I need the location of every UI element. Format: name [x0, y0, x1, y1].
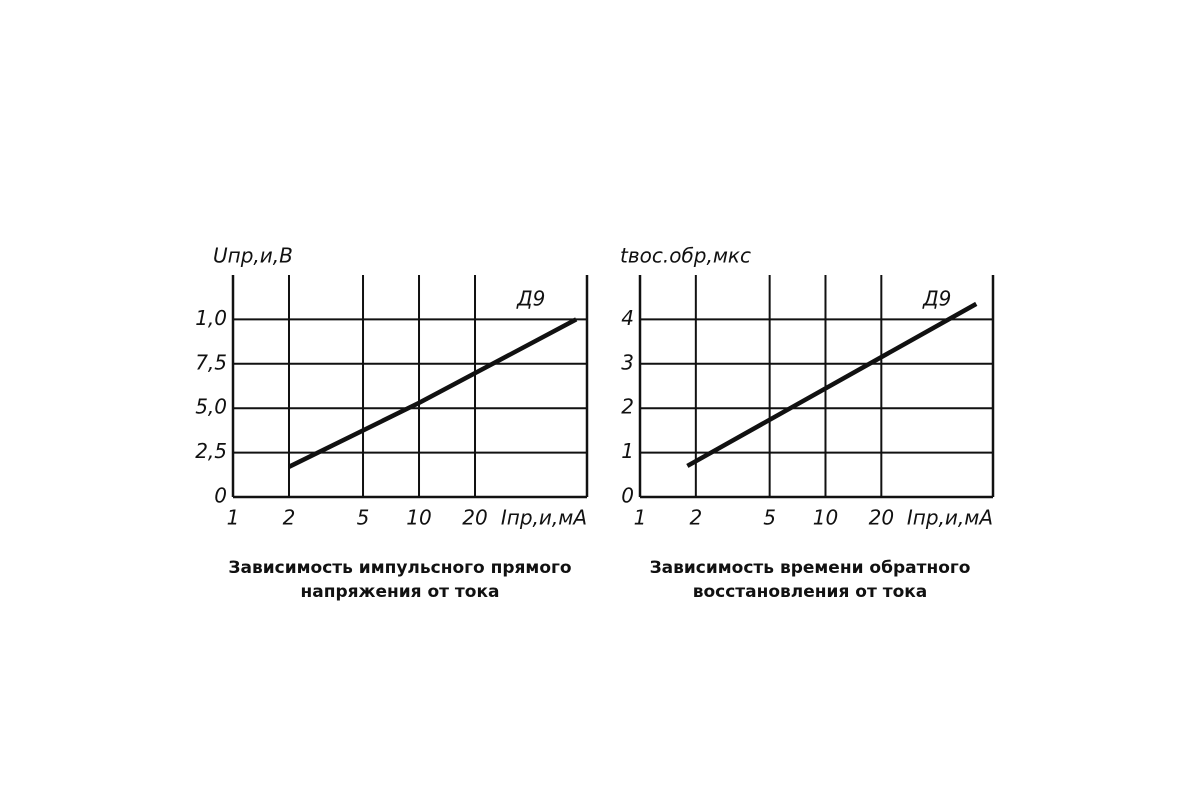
x-tick-label: 1: [227, 506, 240, 530]
x-tick-label: 2: [689, 506, 702, 530]
y-axis-label: tвос.обр,мкс: [620, 244, 751, 268]
y-tick-label: 1: [621, 439, 634, 463]
caption: Зависимость времени обратного восстановл…: [649, 558, 971, 602]
y-tick-label: 7,5: [195, 350, 227, 374]
x-axis-label: Iпр,и,мА: [501, 506, 587, 530]
data-line: [686, 301, 978, 468]
y-tick-label: 0: [214, 484, 227, 508]
y-tick-label: 2: [621, 395, 634, 419]
x-tick-label: 10: [813, 506, 838, 530]
caption: Зависимость импульсного прямого напряжен…: [228, 558, 572, 602]
annotation: Д9: [516, 287, 545, 311]
data-line: [288, 317, 578, 469]
y-tick-label: 1,0: [195, 306, 227, 330]
y-tick-label: 0: [621, 484, 634, 508]
y-tick-label: 5,0: [195, 395, 227, 419]
x-tick-label: 20: [869, 506, 894, 530]
x-tick-label: 10: [406, 506, 431, 530]
y-tick-label: 4: [621, 306, 634, 330]
x-tick-label: 1: [634, 506, 647, 530]
x-axis-label: Iпр,и,мА: [907, 506, 993, 530]
annotation: Д9: [922, 287, 951, 311]
x-tick-label: 2: [283, 506, 296, 530]
y-tick-label: 2,5: [195, 439, 227, 463]
x-tick-label: 20: [462, 506, 487, 530]
y-tick-label: 3: [621, 350, 634, 374]
x-tick-label: 5: [763, 506, 776, 530]
x-tick-label: 5: [357, 506, 370, 530]
y-axis-label: Uпр,и,В: [213, 244, 293, 268]
